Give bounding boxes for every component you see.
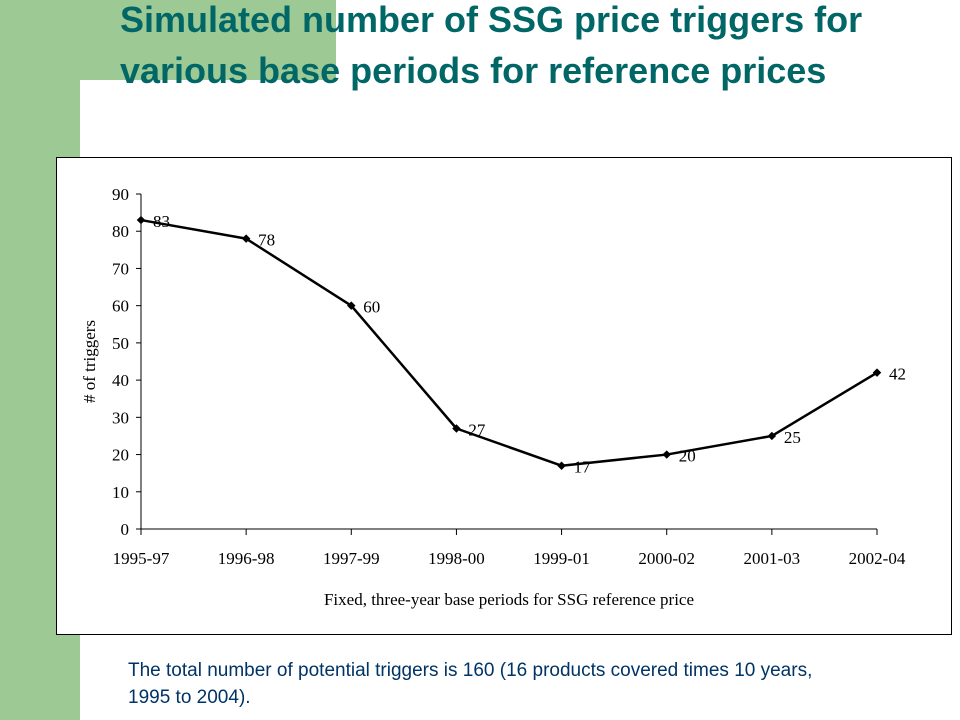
- data-label: 27: [468, 421, 486, 440]
- y-axis-title: # of triggers: [80, 320, 99, 403]
- x-tick-label: 1996-98: [218, 549, 275, 568]
- x-tick-label: 2002-04: [849, 549, 906, 568]
- x-tick-label: 2000-02: [638, 549, 695, 568]
- data-label: 83: [153, 212, 170, 231]
- series-layer: 83 78 60 27 17 20 25 42: [136, 212, 906, 477]
- slide-title: Simulated number of SSG price triggers f…: [120, 0, 863, 91]
- x-tick-label: 1995-97: [113, 549, 170, 568]
- data-point: [347, 301, 356, 310]
- data-label: 42: [889, 365, 906, 384]
- data-label: 20: [679, 447, 696, 466]
- chart-frame: 0 10 20 30 40 50 60 70 80 90 1995-97 1996-98 1997-9…: [56, 157, 952, 635]
- y-tick-label: 60: [112, 297, 129, 316]
- data-label: 25: [784, 428, 801, 447]
- data-label: 78: [258, 231, 275, 250]
- x-tick-label: 1999-01: [533, 549, 590, 568]
- y-tick-label: 40: [112, 371, 129, 390]
- y-tick-label: 0: [121, 520, 130, 539]
- line-chart: 0 10 20 30 40 50 60 70 80 90 1995-97 1996-98 1997-9…: [80, 185, 906, 609]
- y-tick-label: 90: [112, 185, 129, 204]
- x-tick-label: 2001-03: [744, 549, 801, 568]
- y-tick-label: 80: [112, 222, 129, 241]
- y-tick-label: 50: [112, 334, 129, 353]
- data-point: [452, 424, 461, 433]
- data-point: [767, 431, 777, 441]
- series-line: [140, 218, 878, 467]
- y-tick-label: 10: [112, 483, 129, 502]
- x-tick-label: 1998-00: [428, 549, 485, 568]
- data-label: 60: [363, 298, 380, 317]
- data-point: [136, 215, 146, 225]
- footnote-text: The total number of potential triggers i…: [128, 660, 813, 708]
- data-point: [557, 461, 566, 470]
- y-axis: 0 10 20 30 40 50 60 70 80 90: [112, 185, 142, 539]
- y-tick-label: 30: [112, 408, 129, 427]
- data-point: [241, 234, 251, 243]
- x-axis: 1995-97 1996-98 1997-99 1998-00 1999-01 2000-…: [113, 528, 906, 568]
- y-tick-label: 20: [112, 446, 129, 465]
- x-axis-title: Fixed, three-year base periods for SSG r…: [324, 590, 694, 609]
- data-point: [662, 450, 671, 459]
- x-tick-label: 1997-99: [323, 549, 380, 568]
- data-label: 17: [574, 458, 592, 477]
- y-tick-label: 70: [112, 259, 129, 278]
